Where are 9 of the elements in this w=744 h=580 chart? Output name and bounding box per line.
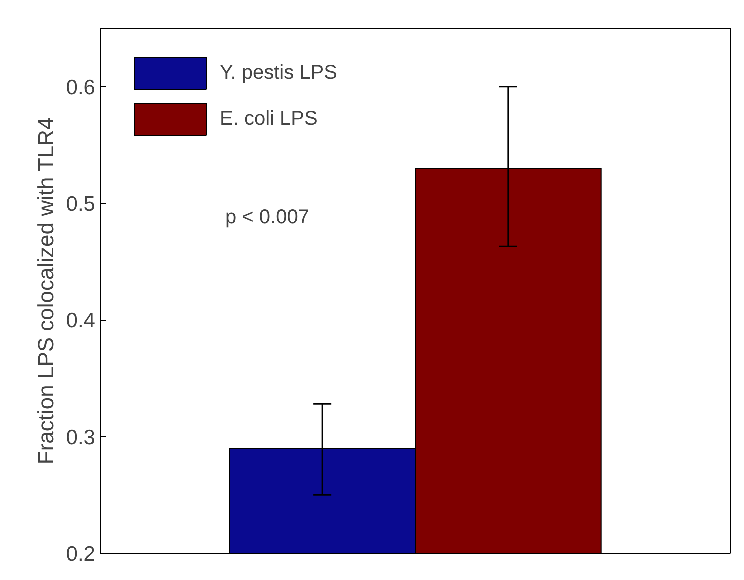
- y-tick-label: 0.6: [66, 76, 96, 100]
- annotation: p < 0.007: [226, 206, 310, 228]
- legend-label: E. coli LPS: [220, 108, 318, 130]
- y-tick-label: 0.5: [66, 193, 96, 216]
- legend-label: Y. pestis LPS: [220, 62, 338, 84]
- y-axis-title: Fraction LPS colocalized with TLR4: [33, 118, 58, 465]
- y-tick-label: 0.2: [66, 543, 96, 566]
- y-tick-label: 0.3: [66, 426, 96, 450]
- y-tick-label: 0.4: [66, 310, 96, 333]
